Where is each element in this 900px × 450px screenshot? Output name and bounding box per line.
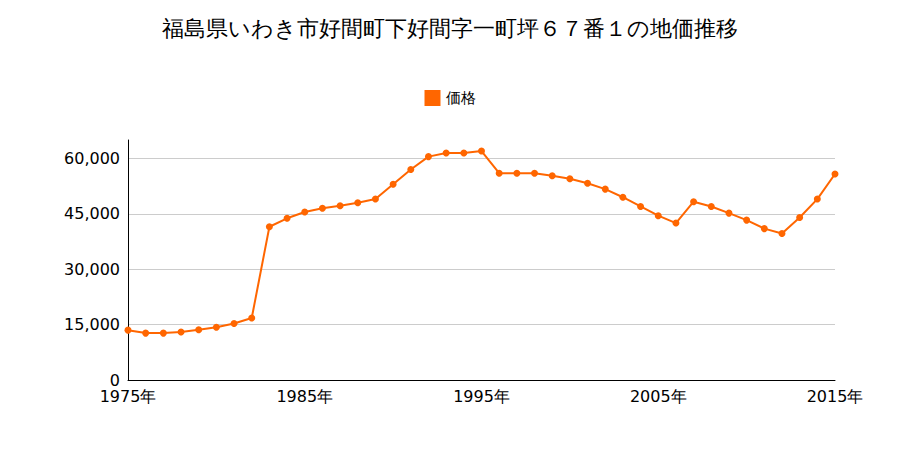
svg-text:2015年: 2015年 <box>807 387 864 406</box>
svg-text:30,000: 30,000 <box>64 260 120 279</box>
svg-text:45,000: 45,000 <box>64 204 120 223</box>
svg-text:1985年: 1985年 <box>276 387 333 406</box>
svg-text:価格: 価格 <box>446 89 476 107</box>
svg-text:15,000: 15,000 <box>64 315 120 334</box>
svg-text:60,000: 60,000 <box>64 149 120 168</box>
svg-text:2005年: 2005年 <box>630 387 687 406</box>
svg-text:0: 0 <box>109 370 120 390</box>
svg-text:福島県いわき市好間町下好間字一町坪６７番１の地価推移: 福島県いわき市好間町下好間字一町坪６７番１の地価推移 <box>162 16 738 41</box>
svg-text:1975年: 1975年 <box>100 387 157 406</box>
svg-text:1995年: 1995年 <box>453 387 510 406</box>
